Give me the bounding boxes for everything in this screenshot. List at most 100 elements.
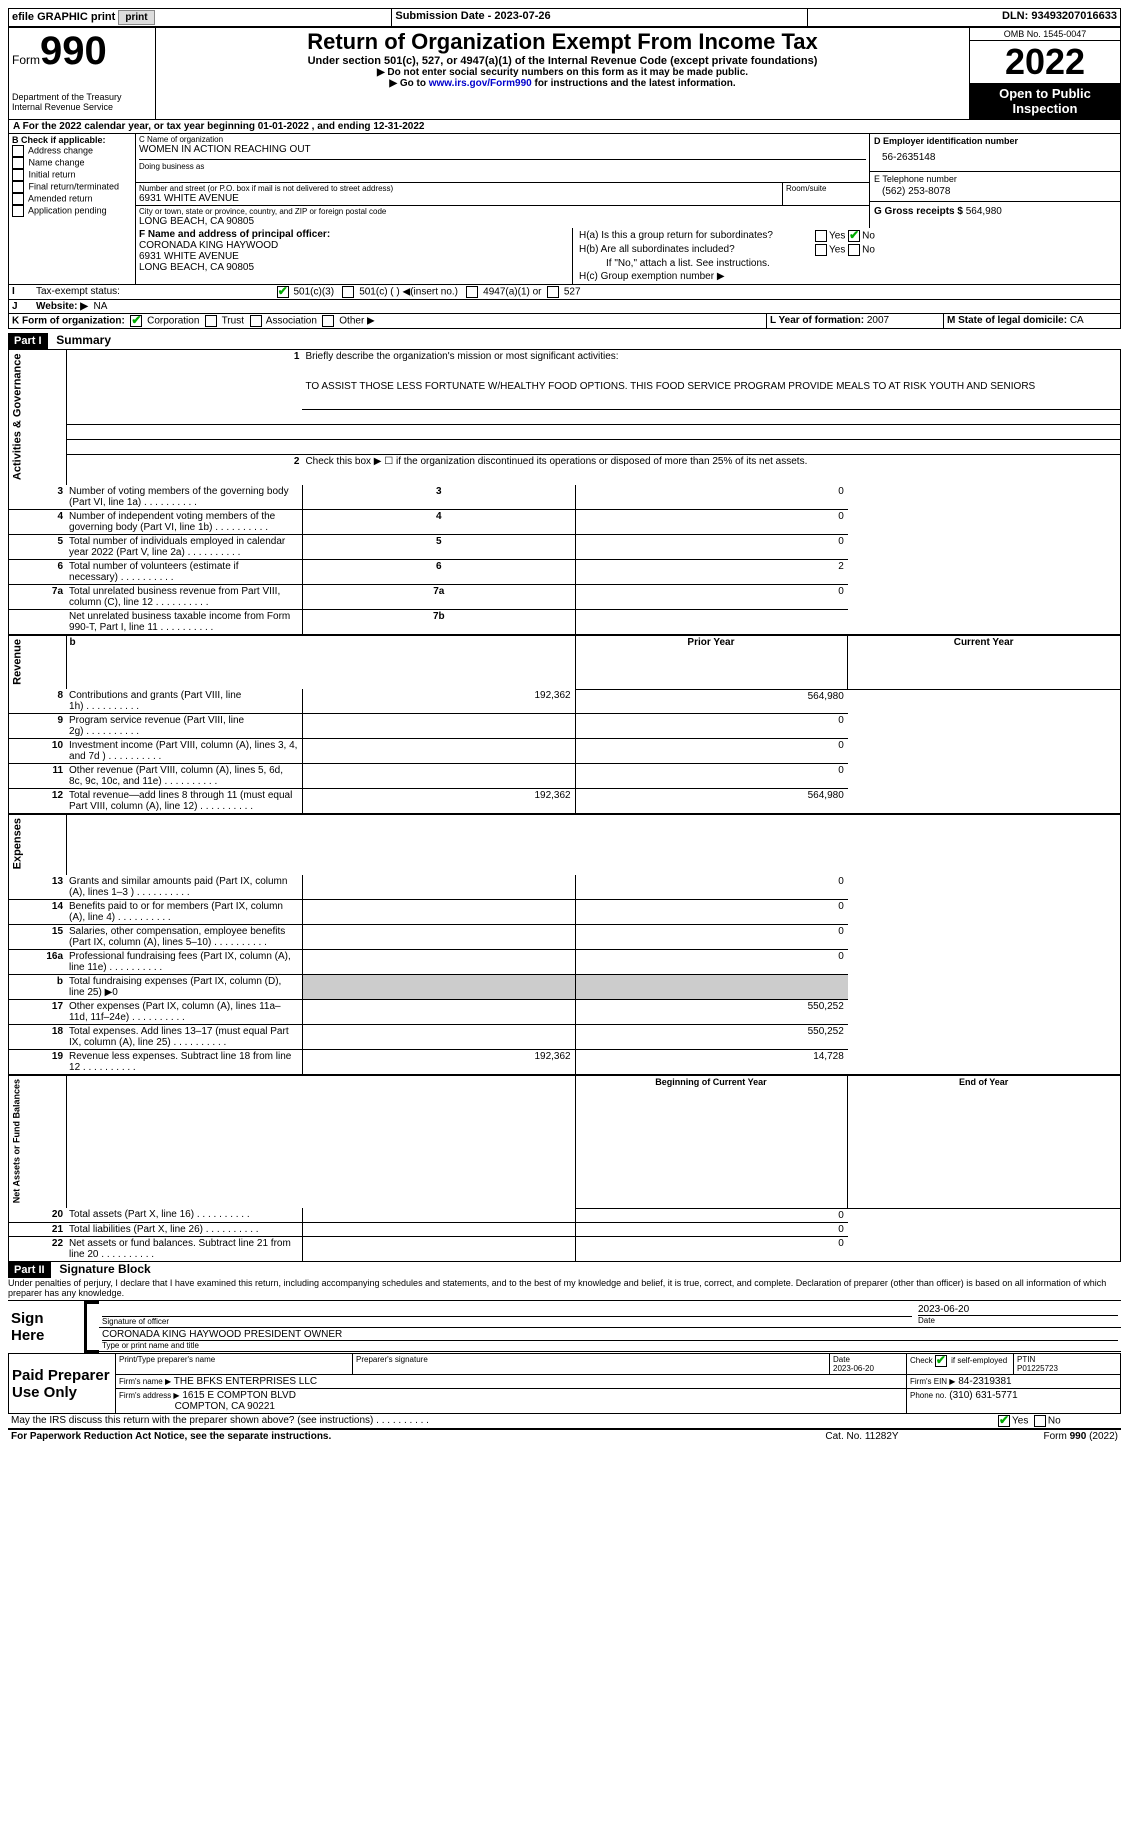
irs-label: Internal Revenue Service xyxy=(12,102,152,112)
firm-addr2: COMPTON, CA 90221 xyxy=(175,1401,275,1412)
line-text: Total revenue—add lines 8 through 11 (mu… xyxy=(66,789,302,815)
hb-label: H(b) Are all subordinates included? xyxy=(576,243,812,257)
gross-receipts-label: G Gross receipts $ xyxy=(874,206,963,217)
gross-receipts-value: 564,980 xyxy=(966,206,1002,217)
form-subtitle: Under section 501(c), 527, or 4947(a)(1)… xyxy=(159,55,966,67)
app-pending-checkbox[interactable] xyxy=(12,205,24,217)
form-title: Return of Organization Exempt From Incom… xyxy=(159,29,966,55)
prep-sig-label: Preparer's signature xyxy=(353,1354,830,1375)
line-text: Other revenue (Part VIII, column (A), li… xyxy=(66,764,302,789)
amended-return-checkbox[interactable] xyxy=(12,193,24,205)
q1-label: Briefly describe the organization's miss… xyxy=(302,350,1120,380)
q2-text: Check this box ▶ ☐ if the organization d… xyxy=(302,455,1120,485)
instr-link: ▶ Go to www.irs.gov/Form990 for instruct… xyxy=(159,78,966,89)
street-value: 6931 WHITE AVENUE xyxy=(139,193,779,204)
discuss-yes-checkbox[interactable] xyxy=(998,1415,1010,1427)
form-number: 990 xyxy=(40,29,107,73)
part1-header: Part I xyxy=(8,333,48,349)
firm-name-label: Firm's name ▶ xyxy=(119,1377,171,1386)
domicile-label: M State of legal domicile: xyxy=(947,315,1067,326)
501c-checkbox[interactable] xyxy=(342,286,354,298)
footer: For Paperwork Reduction Act Notice, see … xyxy=(8,1430,1121,1443)
trust-checkbox[interactable] xyxy=(205,315,217,327)
officer-addr1: 6931 WHITE AVENUE xyxy=(139,251,239,262)
form-org-label: K Form of organization: xyxy=(12,316,125,327)
line-text: Benefits paid to or for members (Part IX… xyxy=(66,899,302,924)
discuss-no-checkbox[interactable] xyxy=(1034,1415,1046,1427)
line-text: Total liabilities (Part X, line 26) xyxy=(66,1222,302,1236)
year-formation-label: L Year of formation: xyxy=(770,315,864,326)
ptin-label: PTIN xyxy=(1017,1355,1035,1364)
final-return-checkbox[interactable] xyxy=(12,181,24,193)
entity-block: B Check if applicable: Address change Na… xyxy=(8,134,1121,228)
discuss-row: May the IRS discuss this return with the… xyxy=(8,1414,1121,1430)
initial-return-checkbox[interactable] xyxy=(12,169,24,181)
ha-yes-checkbox[interactable] xyxy=(815,230,827,242)
line-text: Total unrelated business revenue from Pa… xyxy=(66,584,302,609)
part2-title: Signature Block xyxy=(53,1262,150,1276)
name-change-checkbox[interactable] xyxy=(12,157,24,169)
type-name-label: Type or print name and title xyxy=(102,1340,1118,1350)
line-text: Salaries, other compensation, employee b… xyxy=(66,924,302,949)
line-text: Total assets (Part X, line 16) xyxy=(66,1208,302,1222)
assoc-checkbox[interactable] xyxy=(250,315,262,327)
line-text: Program service revenue (Part VIII, line… xyxy=(66,714,302,739)
ha-label: H(a) Is this a group return for subordin… xyxy=(576,229,812,243)
form-org-block: K Form of organization: Corporation Trus… xyxy=(8,314,1121,329)
org-name: WOMEN IN ACTION REACHING OUT xyxy=(139,144,866,155)
print-button[interactable]: print xyxy=(118,10,154,25)
line-text: Investment income (Part VIII, column (A)… xyxy=(66,739,302,764)
firm-addr-label: Firm's address ▶ xyxy=(119,1391,180,1400)
firm-phone-label: Phone no. xyxy=(910,1391,946,1400)
corp-checkbox[interactable] xyxy=(130,315,142,327)
line-text: Total number of individuals employed in … xyxy=(66,534,302,559)
dln: DLN: 93493207016633 xyxy=(808,9,1121,27)
other-checkbox[interactable] xyxy=(322,315,334,327)
self-employed-checkbox[interactable] xyxy=(935,1355,947,1367)
ha-no-checkbox[interactable] xyxy=(848,230,860,242)
line-text: Grants and similar amounts paid (Part IX… xyxy=(66,875,302,900)
date-label: Date xyxy=(918,1315,1118,1325)
line-text: Professional fundraising fees (Part IX, … xyxy=(66,949,302,974)
sig-officer-label: Signature of officer xyxy=(102,1316,912,1326)
officer-label: F Name and address of principal officer: xyxy=(139,229,330,240)
firm-phone: (310) 631-5771 xyxy=(949,1390,1017,1401)
line-text: Net assets or fund balances. Subtract li… xyxy=(66,1236,302,1261)
prep-date-label: Date xyxy=(833,1355,850,1364)
4947-checkbox[interactable] xyxy=(466,286,478,298)
phone-label: E Telephone number xyxy=(874,174,1116,184)
prep-date: 2023-06-20 xyxy=(833,1364,874,1373)
firm-addr1: 1615 E COMPTON BLVD xyxy=(182,1390,296,1401)
form-prefix: Form xyxy=(12,53,40,67)
line-text: Number of voting members of the governin… xyxy=(66,485,302,510)
501c3-checkbox[interactable] xyxy=(277,286,289,298)
street-label: Number and street (or P.O. box if mail i… xyxy=(139,184,779,193)
ein-value: 56-2635148 xyxy=(874,146,1116,169)
form-header: Form990 Department of the Treasury Inter… xyxy=(8,27,1121,120)
dba-label: Doing business as xyxy=(139,159,866,171)
irs-link[interactable]: www.irs.gov/Form990 xyxy=(429,78,532,89)
part1-table: Activities & Governance 1 Briefly descri… xyxy=(8,349,1121,1262)
tax-exempt-label: Tax-exempt status: xyxy=(33,285,274,300)
addr-change-checkbox[interactable] xyxy=(12,145,24,157)
line-text: Net unrelated business taxable income fr… xyxy=(66,609,302,635)
submission-date: Submission Date - 2023-07-26 xyxy=(392,9,808,27)
omb: OMB No. 1545-0047 xyxy=(970,28,1120,41)
tax-year: 2022 xyxy=(970,41,1120,83)
firm-ein: 84-2319381 xyxy=(958,1376,1011,1387)
instr-ssn: ▶ Do not enter social security numbers o… xyxy=(159,67,966,78)
vert-net: Net Assets or Fund Balances xyxy=(9,1075,67,1208)
part2-header: Part II xyxy=(8,1262,51,1278)
527-checkbox[interactable] xyxy=(547,286,559,298)
phone-value: (562) 253-8078 xyxy=(874,184,1116,199)
room-label: Room/suite xyxy=(783,183,870,205)
city-label: City or town, state or province, country… xyxy=(139,207,866,216)
ptin-value: P01225723 xyxy=(1017,1364,1058,1373)
sig-date: 2023-06-20 xyxy=(918,1304,1118,1315)
col-begin: Beginning of Current Year xyxy=(575,1075,848,1208)
hb-no-checkbox[interactable] xyxy=(848,244,860,256)
status-website-block: I Tax-exempt status: 501(c)(3) 501(c) ( … xyxy=(8,285,1121,314)
officer-print-name: CORONADA KING HAYWOOD PRESIDENT OWNER xyxy=(102,1329,1118,1340)
discuss-label: May the IRS discuss this return with the… xyxy=(8,1414,995,1429)
hb-yes-checkbox[interactable] xyxy=(815,244,827,256)
